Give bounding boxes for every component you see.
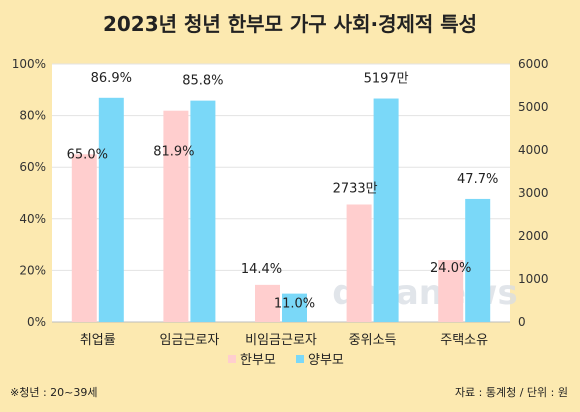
left-axis-tick-label: 40% (19, 212, 46, 226)
right-axis-tick-label: 5000 (518, 100, 549, 114)
data-label: 86.9% (91, 71, 132, 86)
right-axis-tick-label: 4000 (518, 143, 549, 157)
bar-two-parent (98, 97, 124, 322)
bar-two-parent (190, 100, 216, 322)
left-axis-tick-label: 100% (12, 57, 46, 71)
legend-swatch (228, 355, 236, 363)
legend-swatch (296, 355, 304, 363)
right-axis-tick-label: 3000 (518, 186, 549, 200)
plot-area (52, 64, 510, 322)
data-label: 24.0% (430, 261, 471, 276)
bars (71, 97, 491, 323)
right-axis-tick-label: 2000 (518, 229, 549, 243)
legend-label: 양부모 (308, 353, 344, 368)
data-label: 65.0% (67, 147, 108, 162)
source-note: 자료 : 통계청 / 단위 : 원 (454, 386, 568, 399)
right-axis-tick-label: 1000 (518, 272, 549, 286)
data-label: 2733만 (333, 181, 378, 196)
left-axis-ticks: 0% 20% 40% 60% 80% 100% (12, 57, 46, 329)
data-label: 5197만 (364, 72, 409, 87)
right-axis-tick-label: 0 (518, 315, 526, 329)
data-labels: 65.0% 86.9% 81.9% 85.8% 14.4% 11.0% 2733만 5197만… (67, 71, 499, 312)
category-label: 비임금근로자 (245, 333, 317, 348)
bar-single-parent (346, 204, 372, 322)
bar-single-parent (438, 260, 464, 322)
right-axis-tick-label: 6000 (518, 57, 549, 71)
gridlines (52, 63, 510, 323)
bar-two-parent (373, 98, 399, 323)
bar-two-parent (282, 293, 307, 322)
left-axis-tick-label: 20% (19, 263, 46, 277)
data-label: 14.4% (241, 262, 282, 277)
chart-title: 2023년 청년 한부모 가구 사회·경제적 특성 (102, 12, 478, 36)
bar-two-parent (465, 198, 491, 322)
category-label: 취업률 (80, 333, 116, 348)
right-axis-ticks: 0 1000 2000 3000 4000 5000 6000 (518, 57, 549, 329)
data-label: 11.0% (274, 297, 315, 312)
data-label: 81.9% (153, 145, 194, 160)
bar-single-parent (255, 284, 280, 322)
bar-single-parent (163, 110, 189, 322)
category-label: 임금근로자 (159, 333, 219, 348)
category-label: 주택소유 (440, 333, 488, 348)
footnote: ※청년 : 20~39세 (10, 386, 98, 399)
category-label: 중위소득 (349, 333, 397, 348)
bar-single-parent (71, 154, 97, 322)
left-axis-tick-label: 60% (19, 160, 46, 174)
data-label: 85.8% (182, 74, 223, 89)
left-axis-tick-label: 0% (27, 315, 46, 329)
category-labels: 취업률 임금근로자 비임금근로자 중위소득 주택소유 (80, 333, 488, 348)
legend: 한부모 양부모 (228, 353, 344, 368)
legend-label: 한부모 (240, 353, 276, 368)
data-label: 47.7% (457, 172, 498, 187)
left-axis-tick-label: 80% (19, 109, 46, 123)
